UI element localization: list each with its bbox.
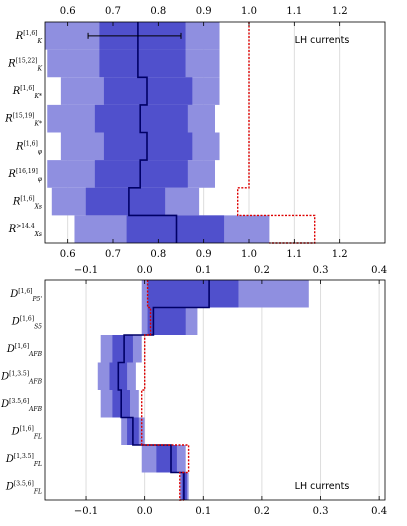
- tick-label-top: 1.0: [241, 6, 257, 17]
- row-label: R[15,22]K: [7, 57, 42, 72]
- tick-label-bottom: 1.2: [332, 249, 348, 260]
- tick-label-top: 0.4: [371, 265, 387, 276]
- row-label: D[1,3.5]FL: [5, 453, 42, 468]
- tick-label-bottom: 0.8: [150, 249, 166, 260]
- bar-inner-band: [85, 187, 166, 216]
- tick-label-bottom: 1.0: [241, 249, 257, 260]
- row-label: R[1,6]φ: [15, 140, 43, 155]
- row-label: D[1,6]P5': [9, 288, 42, 303]
- row-label: R[15,19]K*: [4, 113, 42, 128]
- row-label: R[1,6]Xs: [12, 196, 42, 211]
- plot-frame: [44, 279, 386, 501]
- row-label: D[1,6]FL: [11, 425, 42, 440]
- tick-label-top: 0.6: [60, 6, 76, 17]
- bar-inner-band: [94, 104, 188, 133]
- row-label: R[1,6]K*: [12, 85, 42, 100]
- row-label: R[1,6]K: [15, 30, 43, 45]
- annotation-label: LH currents: [295, 35, 350, 46]
- central-value-line: [128, 22, 178, 243]
- tick-label-top: 0.0: [137, 265, 153, 276]
- tick-label-top: 1.1: [286, 6, 302, 17]
- bar-inner-band: [156, 445, 177, 473]
- tick-label-bottom: −0.1: [74, 506, 98, 517]
- tick-label-bottom: 0.0: [137, 506, 153, 517]
- tick-label-top: 0.8: [150, 6, 166, 17]
- tick-label-top: 0.7: [105, 6, 121, 17]
- tick-label-bottom: 0.1: [195, 506, 211, 517]
- row-label: D[3.5,6]FL: [5, 480, 42, 495]
- bar-inner-band: [147, 280, 239, 308]
- bar-inner-band: [99, 49, 186, 78]
- tick-label-bottom: 0.6: [60, 249, 76, 260]
- bound-line: [237, 22, 316, 244]
- bar-inner-band: [94, 160, 188, 188]
- row-label: D[1,3.5]AFB: [0, 370, 42, 385]
- panel-r-ratios: 0.6 0.6 0.7 0.7 0.8 0.8 0.9 0.9 1.0 1.0 1.1 1.1 1.2 1…: [4, 6, 386, 260]
- tick-label-top: 1.2: [332, 6, 348, 17]
- annotation-label: LH currents: [295, 481, 350, 492]
- row-label: D[1,6]AFB: [6, 343, 43, 358]
- tick-label-top: 0.9: [196, 6, 212, 17]
- row-label: R>14.4Xs: [8, 223, 42, 238]
- tick-label-top: 0.2: [254, 265, 270, 276]
- central-value-line: [117, 280, 210, 500]
- row-label: D[1,6]S5: [11, 315, 42, 330]
- bound-line: [141, 280, 190, 501]
- panel-d-observables: −0.1 −0.1 0.0 0.0 0.1 0.1 0.2 0.2 0.3 0.3 0.4 0.4 D[…: [0, 265, 387, 517]
- tick-label-bottom: 0.9: [196, 249, 212, 260]
- plot-frame: [44, 21, 386, 244]
- tick-label-bottom: 1.1: [286, 249, 302, 260]
- bar-inner-band: [103, 132, 193, 161]
- row-label: R[16,19]φ: [7, 168, 42, 183]
- tick-label-bottom: 0.3: [313, 506, 329, 517]
- bar-inner-band: [103, 77, 193, 105]
- row-label: D[3.5,6]AFB: [0, 398, 42, 413]
- tick-label-bottom: 0.7: [105, 249, 121, 260]
- tick-label-bottom: 0.2: [254, 506, 270, 517]
- tick-label-top: 0.3: [313, 265, 329, 276]
- bar-inner-band: [126, 215, 225, 243]
- tick-label-top: −0.1: [74, 265, 98, 276]
- tick-label-bottom: 0.4: [371, 506, 387, 517]
- tick-label-top: 0.1: [195, 265, 211, 276]
- bar-inner-band: [112, 335, 133, 363]
